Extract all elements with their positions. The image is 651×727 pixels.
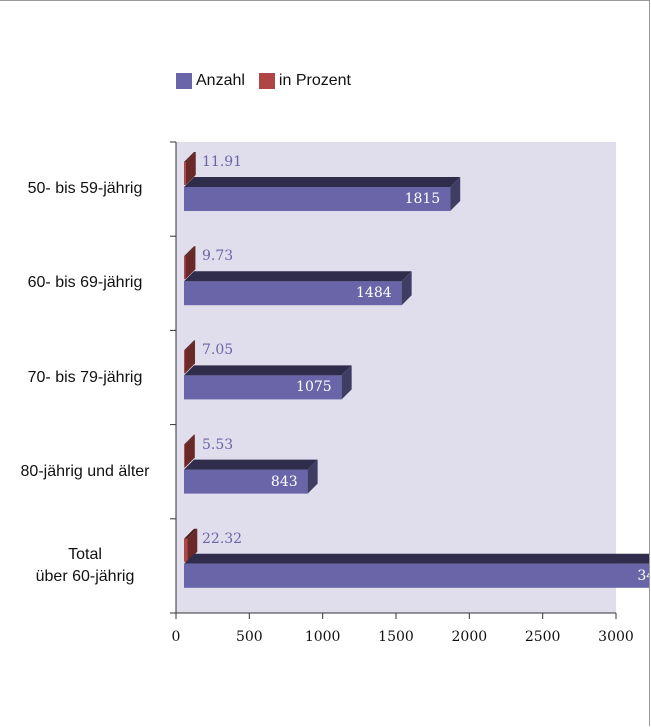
count-bar-top: [184, 459, 318, 470]
percent-bar-front: [184, 162, 186, 185]
count-bar-top: [184, 271, 412, 282]
count-bar-front: [184, 375, 342, 400]
legend-label-in-prozent: in Prozent: [278, 72, 351, 89]
percent-value-label: 22.32: [202, 530, 243, 547]
count-bar-front: [184, 281, 402, 306]
category-label: Total über 60-jährig: [35, 545, 135, 585]
percent-value-label: 11.91: [202, 154, 243, 170]
category-label: 80-jährig und älter: [20, 462, 150, 480]
legend-label-anzahl: Anzahl: [196, 72, 245, 89]
percent-bar-side: [185, 340, 196, 374]
count-value-label: 1075: [296, 379, 332, 396]
legend-swatch-in-prozent: [258, 73, 275, 89]
legend-item-in-prozent: in Prozent: [258, 72, 351, 90]
percent-bar-front: [184, 538, 188, 562]
percent-bar-front: [184, 350, 186, 374]
x-tick-label: 1000: [304, 629, 341, 645]
count-bar-top: [184, 553, 649, 564]
category-label: 60- bis 69-jährig: [27, 274, 143, 292]
percent-bar-top: [184, 340, 196, 351]
legend: Anzahl in Prozent: [176, 72, 365, 90]
legend-swatch-anzahl: [176, 73, 192, 89]
percent-bar-top: [184, 434, 195, 445]
percent-bar-side: [185, 246, 196, 280]
percent-bar-side: [187, 528, 198, 562]
count-bar-front: [184, 563, 649, 588]
legend-item-anzahl: Anzahl: [176, 72, 245, 90]
category-label: 70- bis 79-jährig: [27, 368, 143, 386]
count-value-label: 3402: [637, 567, 649, 584]
x-tick-label: 3000: [598, 629, 634, 645]
count-bar-side: [341, 365, 352, 400]
percent-value-label: 9.73: [202, 248, 234, 265]
count-bar-side: [450, 177, 461, 211]
percent-value-label: 5.53: [202, 436, 234, 453]
percent-bar-top: [184, 528, 198, 539]
count-bar-front: [184, 469, 308, 494]
x-tick-label: 1500: [378, 629, 414, 645]
count-bar-top: [184, 177, 461, 187]
x-tick-label: 2000: [451, 629, 488, 645]
count-value-label: 1484: [356, 285, 392, 302]
percent-bar-front: [184, 256, 186, 280]
percent-bar-front: [184, 444, 185, 468]
percent-bar-side: [185, 152, 196, 185]
count-bar-top: [184, 365, 352, 376]
x-tick-label: 2500: [524, 629, 561, 645]
percent-value-label: 7.05: [202, 342, 234, 359]
percent-bar-top: [184, 152, 196, 162]
percent-bar-side: [184, 434, 195, 468]
count-bar-front: [184, 187, 451, 211]
x-tick-label: 0: [171, 629, 181, 645]
percent-bar-top: [184, 246, 196, 257]
count-bar-side: [401, 271, 412, 306]
x-tick-label: 500: [235, 629, 263, 645]
count-value-label: 1815: [404, 191, 441, 207]
category-label: 50- bis 59-jährig: [27, 180, 143, 198]
count-bar-side: [307, 459, 318, 494]
count-value-label: 843: [270, 473, 298, 490]
